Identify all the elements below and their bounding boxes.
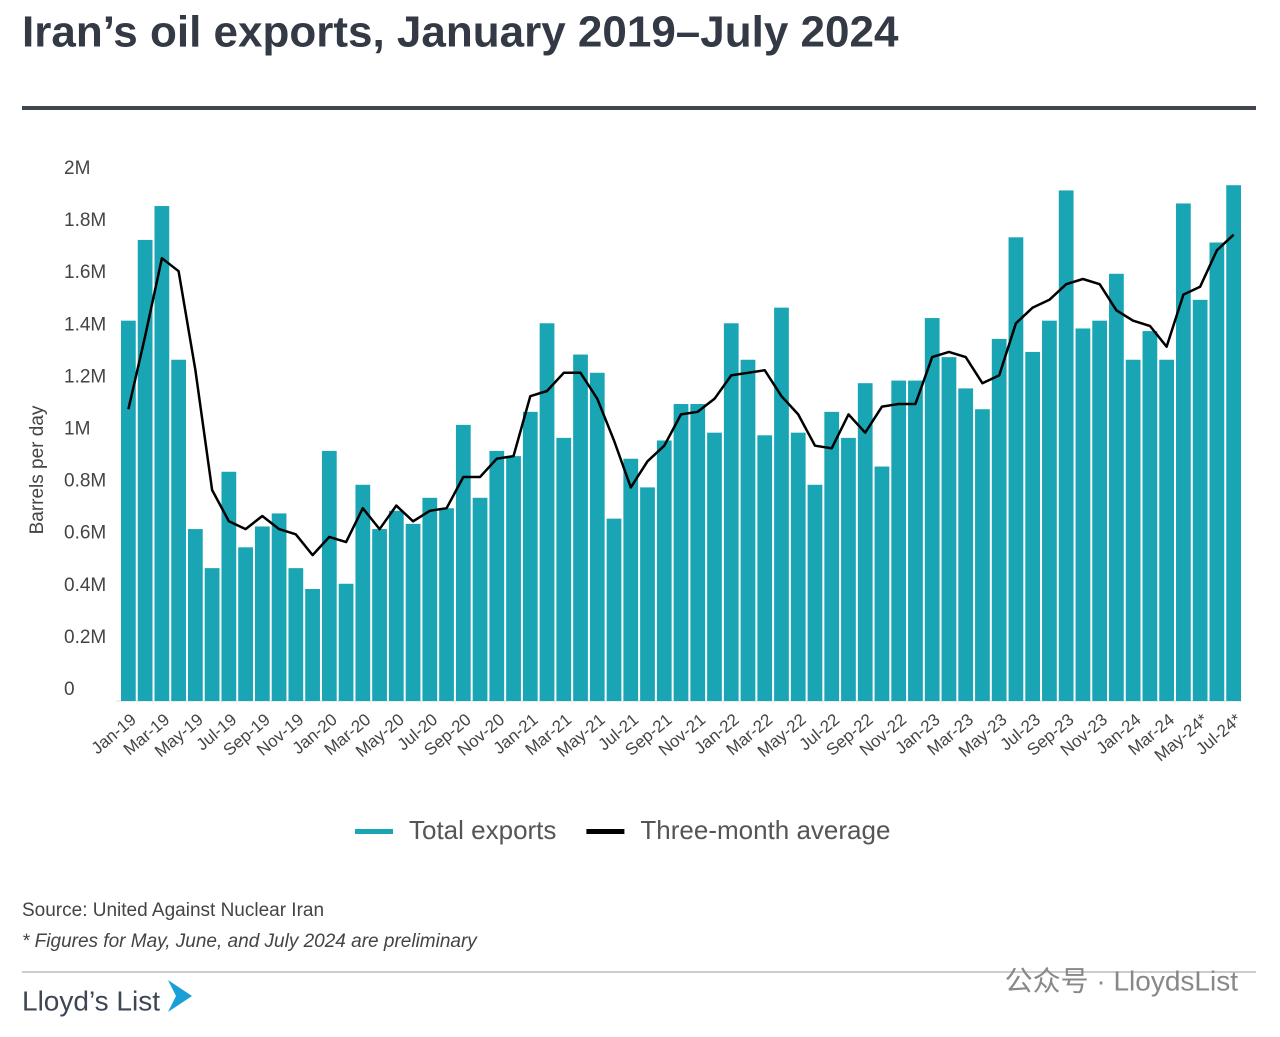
average-line (127, 233, 1235, 557)
legend-label: Total exports (409, 815, 556, 845)
bar (1209, 242, 1225, 701)
bar (455, 424, 471, 701)
bar (640, 487, 655, 701)
footnote: * Figures for May, June, and July 2024 a… (22, 931, 478, 952)
legend-swatch (355, 829, 393, 834)
bar (589, 372, 605, 701)
bar (623, 458, 639, 701)
legend-swatch (586, 829, 625, 834)
bar (355, 484, 371, 701)
bar (1176, 203, 1191, 701)
bar (439, 508, 454, 701)
y-tick-label: 1M (64, 419, 90, 440)
bar (908, 380, 923, 701)
bar (1008, 237, 1024, 701)
bar (522, 411, 538, 701)
bar (506, 456, 521, 701)
bar (204, 568, 220, 701)
legend-label: Three-month average (640, 815, 890, 845)
y-tick-label: 0.6M (64, 523, 106, 544)
bar (656, 440, 672, 701)
bar (740, 359, 756, 701)
y-tick-label: 0.2M (64, 627, 106, 648)
bar (171, 359, 186, 701)
watermark: 公众号 · LloydsList (1005, 965, 1239, 996)
bar (707, 432, 722, 701)
bar (891, 380, 907, 701)
bar (573, 354, 588, 701)
bar (288, 568, 304, 701)
bar (238, 547, 253, 701)
bar (841, 437, 856, 701)
brand-logo (168, 980, 192, 1012)
bar (723, 323, 739, 701)
brand: Lloyd’s List (22, 985, 160, 1016)
y-tick-label: 1.6M (64, 262, 106, 283)
bar (991, 338, 1007, 701)
y-tick-label: 1.2M (64, 366, 106, 387)
bar (221, 471, 237, 701)
bar (1075, 328, 1091, 701)
bar (1125, 359, 1141, 701)
bar (271, 513, 287, 701)
bar (556, 437, 572, 701)
bar (254, 526, 270, 701)
bar (338, 583, 354, 701)
bar (975, 409, 990, 701)
bar (305, 588, 320, 701)
bar (774, 307, 789, 701)
bar (1042, 320, 1057, 701)
bar (321, 450, 337, 701)
bar (1142, 331, 1158, 701)
bar (690, 404, 706, 701)
y-axis-label: Barrels per day (27, 405, 48, 534)
bar (1109, 273, 1124, 701)
bar (1058, 190, 1074, 702)
bar (824, 411, 840, 701)
bar (1159, 359, 1175, 701)
bar (388, 510, 404, 701)
bar (1192, 299, 1208, 701)
y-tick-label: 1.8M (64, 210, 106, 231)
bar (757, 435, 773, 701)
footer-rule (22, 971, 1256, 973)
bar (154, 206, 170, 702)
bar (941, 357, 957, 701)
bar (539, 323, 555, 701)
title-rule (22, 106, 1256, 110)
bar (422, 497, 438, 701)
y-tick-label: 0 (64, 679, 75, 700)
bar (405, 523, 421, 701)
bar (673, 404, 689, 701)
bar (790, 432, 806, 701)
y-tick-label: 2M (64, 158, 90, 179)
bar (187, 529, 203, 701)
y-tick-label: 0.8M (64, 471, 106, 492)
bar (807, 484, 823, 701)
bar (1226, 185, 1241, 701)
bar (874, 466, 890, 701)
source: Source: United Against Nuclear Iran (22, 900, 324, 921)
y-tick-label: 1.4M (64, 314, 106, 335)
bar (857, 383, 873, 701)
bar (489, 450, 505, 701)
bar (1025, 351, 1041, 701)
bar (924, 318, 940, 701)
chart-title: Iran’s oil exports, January 2019–July 20… (22, 8, 899, 57)
bar (606, 518, 622, 701)
bar (121, 320, 136, 701)
bar (958, 388, 974, 701)
bar (1092, 320, 1108, 701)
bar (472, 497, 488, 701)
bar (372, 529, 387, 701)
y-tick-label: 0.4M (64, 575, 106, 596)
